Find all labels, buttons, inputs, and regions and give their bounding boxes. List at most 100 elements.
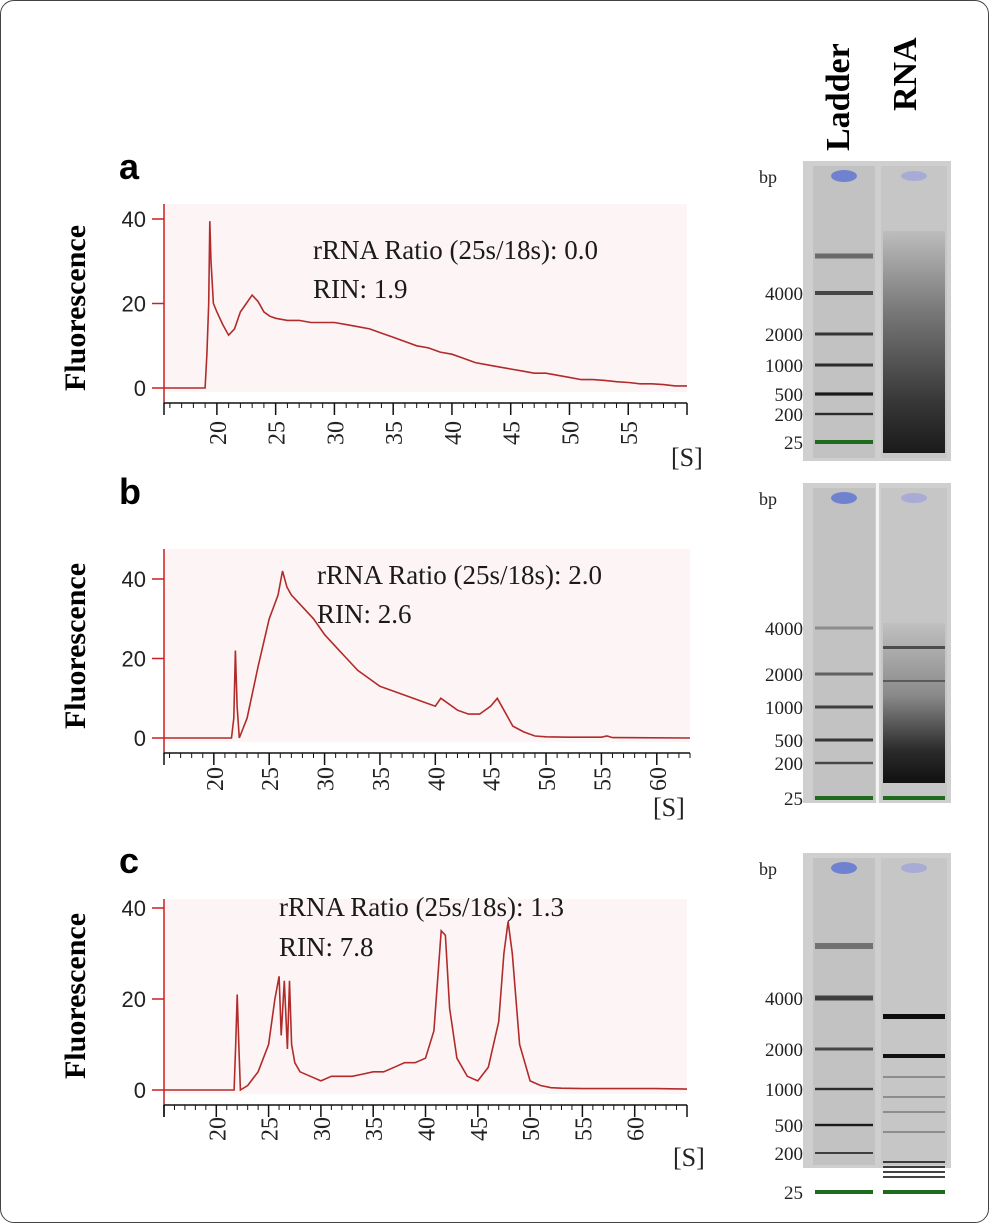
bp-tick-label: 500 bbox=[775, 1116, 804, 1137]
x-tick-label: 40 bbox=[441, 421, 467, 445]
y-tick-label: 0 bbox=[134, 726, 146, 751]
y-tick-label: 20 bbox=[122, 292, 146, 317]
rna-marker-band bbox=[883, 1190, 945, 1194]
x-tick-label: 55 bbox=[617, 421, 643, 445]
x-tick-label: 60 bbox=[624, 1117, 650, 1141]
panel-c: c Fluorescence 0 20 40 20 25 30 35 40 45 50 55 60 [S] r… bbox=[59, 840, 951, 1204]
rna-header: RNA bbox=[887, 37, 924, 111]
x-tick-label: 50 bbox=[519, 1117, 545, 1141]
bp-tick-label: 4000 bbox=[765, 989, 803, 1010]
bp-tick-label: 25 bbox=[784, 433, 803, 454]
y-axis-label: Fluorescence bbox=[59, 563, 92, 729]
x-tick-label: 35 bbox=[369, 767, 395, 791]
x-unit-label: [S] bbox=[671, 443, 703, 472]
ladder-marker-band bbox=[815, 796, 873, 800]
panel-letter-a: a bbox=[119, 146, 140, 187]
x-tick-label: 60 bbox=[646, 767, 672, 791]
rrna-ratio-annotation: rRNA Ratio (25s/18s): 0.0 bbox=[313, 235, 598, 265]
rin-annotation: RIN: 2.6 bbox=[317, 599, 412, 629]
bp-tick-label: 200 bbox=[775, 405, 804, 426]
x-tick-label: 20 bbox=[206, 421, 232, 445]
x-tick-label: 30 bbox=[323, 421, 349, 445]
rna-smear bbox=[883, 623, 945, 783]
bp-tick-label: 2000 bbox=[765, 325, 803, 346]
rna-well-blob bbox=[901, 863, 927, 873]
ladder-band bbox=[815, 363, 873, 367]
ladder-band bbox=[815, 1123, 873, 1127]
ladder-lane bbox=[813, 858, 875, 1165]
rna-well-blob bbox=[901, 171, 927, 181]
bp-tick-label: 4000 bbox=[765, 284, 803, 305]
y-tick-label: 40 bbox=[122, 567, 146, 592]
x-tick-label: 40 bbox=[424, 767, 450, 791]
x-tick-label: 35 bbox=[362, 1117, 388, 1141]
x-tick-label: 50 bbox=[535, 767, 561, 791]
panel-letter-c: c bbox=[119, 840, 139, 881]
plot-background bbox=[164, 204, 687, 392]
bp-tick-label: 25 bbox=[784, 789, 803, 810]
y-tick-label: 20 bbox=[122, 647, 146, 672]
rna-band-minor bbox=[883, 1096, 945, 1098]
bp-label: bp bbox=[759, 859, 777, 879]
rna-band bbox=[883, 680, 945, 682]
x-tick-label: 55 bbox=[571, 1117, 597, 1141]
rna-band-minor bbox=[883, 1166, 945, 1168]
bp-label: bp bbox=[759, 167, 777, 187]
ladder-band bbox=[815, 738, 873, 742]
lane-separator bbox=[876, 483, 879, 803]
bp-tick-label: 1000 bbox=[765, 1080, 803, 1101]
ladder-header: Ladder bbox=[820, 43, 857, 151]
x-tick-label: 25 bbox=[258, 1117, 284, 1141]
y-tick-label: 40 bbox=[122, 896, 146, 921]
bp-tick-label: 500 bbox=[775, 731, 804, 752]
bp-tick-label: 2000 bbox=[765, 665, 803, 686]
bp-tick-label: 1000 bbox=[765, 698, 803, 719]
x-tick-label: 50 bbox=[558, 421, 584, 445]
x-tick-label: 20 bbox=[205, 1117, 231, 1141]
trace-line bbox=[164, 921, 688, 1092]
x-tick-label: 20 bbox=[203, 767, 229, 791]
rrna-ratio-annotation: rRNA Ratio (25s/18s): 1.3 bbox=[279, 892, 564, 922]
x-tick-label: 55 bbox=[590, 767, 616, 791]
y-tick-label: 0 bbox=[134, 376, 146, 401]
plot-background bbox=[164, 899, 687, 1094]
plot-background bbox=[164, 549, 690, 742]
x-tick-label: 35 bbox=[382, 421, 408, 445]
ladder-lane bbox=[813, 166, 875, 458]
rna-band-minor bbox=[883, 1131, 945, 1133]
ladder-band bbox=[815, 392, 873, 396]
rin-annotation: RIN: 1.9 bbox=[313, 274, 408, 304]
gel-panel-c: bp 4000 2000 1000 500 200 25 bbox=[759, 853, 951, 1204]
ladder-band bbox=[815, 761, 873, 765]
x-unit-label: [S] bbox=[673, 1143, 705, 1172]
x-tick-label: 30 bbox=[314, 767, 340, 791]
panel-b: b Fluorescence 0 20 40 20 25 30 35 40 45 50 55 60[S] r… bbox=[59, 471, 951, 822]
y-tick-label: 20 bbox=[122, 987, 146, 1012]
x-tick-label: 25 bbox=[265, 421, 291, 445]
rna-band-minor bbox=[883, 1076, 945, 1078]
ladder-band bbox=[815, 332, 873, 336]
x-tick-label: 25 bbox=[258, 767, 284, 791]
rna-band-18s bbox=[883, 1054, 945, 1058]
ladder-band bbox=[815, 943, 873, 949]
bp-tick-label: 4000 bbox=[765, 619, 803, 640]
y-tick-label: 40 bbox=[122, 207, 146, 232]
trace-line bbox=[164, 221, 687, 389]
panel-a: a Fluorescence 0 20 40 20 25 30 35 40 45 50 55 [S] rRN… bbox=[59, 146, 951, 472]
ladder-band bbox=[815, 253, 873, 259]
rin-annotation: RIN: 7.8 bbox=[279, 932, 374, 962]
y-tick-label: 0 bbox=[134, 1078, 146, 1103]
x-tick-label: 45 bbox=[467, 1117, 493, 1141]
y-axis-label: Fluorescence bbox=[59, 913, 92, 1079]
x-tick-label: 30 bbox=[310, 1117, 336, 1141]
ladder-band bbox=[815, 1152, 873, 1154]
rna-well-blob bbox=[901, 493, 927, 503]
rna-band-minor bbox=[883, 1111, 945, 1113]
ladder-marker-band bbox=[815, 440, 873, 444]
ladder-well-blob bbox=[831, 170, 857, 182]
ladder-well-blob bbox=[831, 492, 857, 504]
ladder-band bbox=[815, 672, 873, 676]
ladder-band bbox=[815, 412, 873, 416]
